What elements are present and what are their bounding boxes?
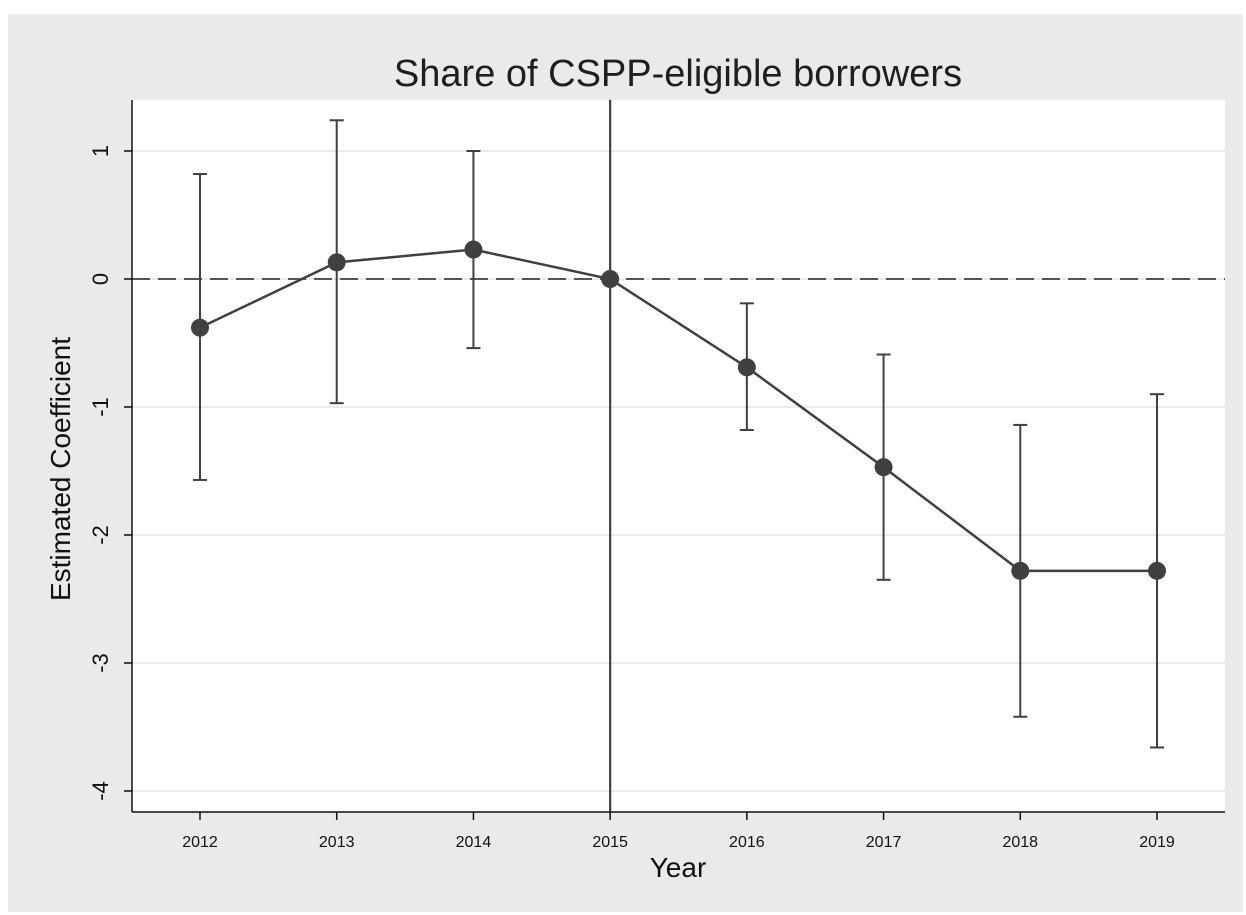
y-axis-title: Estimated Coefficient [45, 337, 76, 601]
x-tick-label: 2014 [456, 834, 492, 851]
y-tick-label: -2 [88, 525, 113, 545]
data-point-2018 [1011, 561, 1030, 580]
y-tick-label: 0 [88, 273, 113, 285]
data-point-2016 [737, 358, 756, 377]
chart-svg: 1 0 -1 -2 -3 -4 2012 2013 2014 2015 2016 2017 2018 20… [45, 53, 1225, 883]
data-point-2017 [874, 458, 893, 477]
chart-title: Share of CSPP-eligible borrowers [394, 53, 962, 95]
x-tick-label: 2015 [592, 834, 628, 851]
chart-figure: 1 0 -1 -2 -3 -4 2012 2013 2014 2015 2016 2017 2018 20… [8, 14, 1243, 912]
data-point-2015 [601, 270, 620, 288]
y-tick-label: -3 [88, 653, 113, 673]
y-tick-label: -4 [88, 781, 113, 801]
tick-labels: 1 0 -1 -2 -3 -4 2012 2013 2014 2015 2016 2017 2018 20… [88, 145, 1175, 851]
y-tick-label: -1 [88, 397, 113, 417]
x-tick-label: 2012 [182, 834, 218, 851]
data-point-2013 [327, 253, 346, 272]
plot-area [132, 100, 1225, 812]
data-point-2019 [1148, 561, 1166, 580]
x-tick-label: 2017 [866, 834, 902, 851]
x-tick-label: 2013 [319, 834, 355, 851]
coefficient-line [199, 248, 1157, 573]
x-tick-label: 2016 [729, 834, 765, 851]
x-axis-title: Year [650, 852, 707, 883]
x-tick-label: 2019 [1139, 834, 1175, 851]
data-point-2012 [191, 318, 209, 337]
series-line [199, 248, 1157, 573]
axes [124, 100, 1225, 820]
data-points [191, 240, 1166, 580]
y-tick-label: 1 [88, 145, 113, 157]
data-point-2014 [464, 240, 483, 259]
x-tick-label: 2018 [1002, 834, 1038, 851]
